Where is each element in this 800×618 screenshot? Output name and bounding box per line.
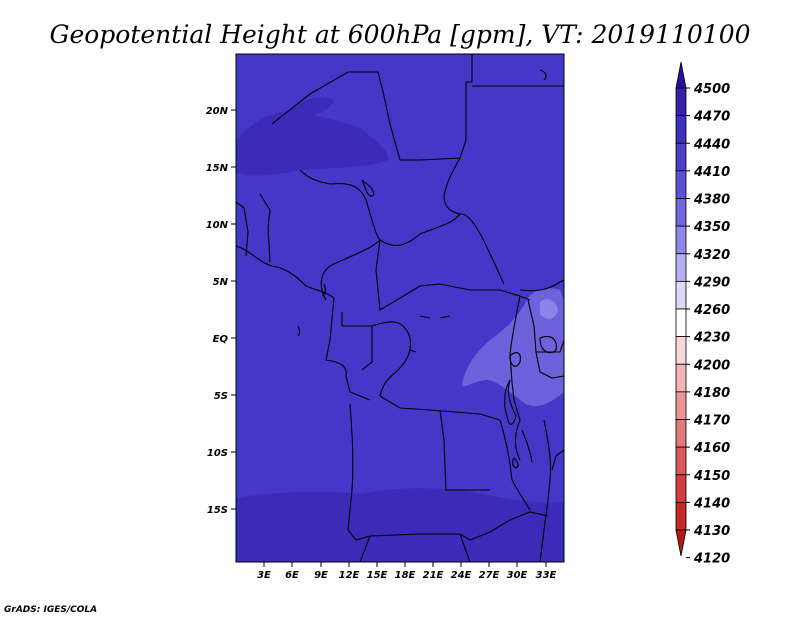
- country-borders: [235, 54, 565, 563]
- lon-label-15e: 15E: [367, 570, 388, 581]
- colorbar-label: 4170: [693, 414, 730, 429]
- lon-label-21e: 21E: [423, 570, 444, 581]
- colorbar-swatch: [675, 363, 687, 393]
- colorbar-label: 4320: [693, 248, 730, 263]
- lon-label-18e: 18E: [395, 570, 416, 581]
- colorbar-label: 4440: [693, 137, 730, 152]
- lon-label-6e: 6E: [285, 570, 299, 581]
- height-field-light-east: [462, 288, 564, 407]
- map-frame: [235, 53, 565, 563]
- lat-axis: 20N 15N 10N 5N EQ 5S 10S 15S: [206, 106, 236, 516]
- lat-label-5n: 5N: [213, 277, 229, 288]
- colorbar-label: 4200: [693, 358, 730, 373]
- colorbar-swatch: [675, 419, 687, 448]
- lon-axis: 3E 6E 9E 12E 15E 18E 21E 24E 27E 30E 33E: [257, 562, 557, 581]
- colorbar-label: 4180: [693, 386, 730, 401]
- colorbar-swatch: [675, 198, 687, 227]
- colorbar-label: 4230: [693, 331, 730, 346]
- lon-label-33e: 33E: [536, 570, 557, 581]
- colorbar-swatch: [675, 308, 687, 338]
- colorbar-swatch: [675, 336, 687, 365]
- lat-label-15s: 15S: [207, 505, 228, 516]
- colorbar-label: 4150: [693, 469, 730, 484]
- lon-label-30e: 30E: [507, 570, 528, 581]
- colorbar-label: 4410: [693, 165, 730, 180]
- grads-credit: GrADS: IGES/COLA: [4, 605, 97, 615]
- colorbar-swatch: [675, 142, 687, 172]
- colorbar-swatch: [675, 253, 687, 282]
- colorbar-label: 4160: [693, 441, 730, 456]
- lat-label-10n: 10N: [206, 220, 229, 231]
- colorbar-swatch: [675, 391, 687, 420]
- plot-title: Geopotential Height at 600hPa [gpm], VT:…: [49, 20, 750, 49]
- colorbar-swatch: [675, 529, 687, 557]
- colorbar: 4500 4470 4440 4410 4380 4350 4320 4290 4260 4230…: [675, 61, 730, 567]
- lon-label-12e: 12E: [339, 570, 360, 581]
- lat-label-15n: 15N: [206, 163, 229, 174]
- height-field-dark-north: [236, 111, 389, 176]
- colorbar-label: 4260: [693, 303, 730, 318]
- colorbar-swatch: [675, 501, 687, 531]
- lat-label-20n: 20N: [206, 106, 229, 117]
- lat-label-5s: 5S: [214, 391, 228, 402]
- height-field-dark-south: [236, 488, 564, 562]
- lon-label-3e: 3E: [257, 570, 271, 581]
- height-field-dark-north-2: [276, 97, 334, 124]
- lon-label-27e: 27E: [479, 570, 500, 581]
- colorbar-label: 4500: [693, 82, 730, 97]
- lon-label-24e: 24E: [451, 570, 472, 581]
- height-field-lighter-east: [540, 299, 558, 319]
- colorbar-swatch: [675, 474, 687, 503]
- colorbar-label: 4140: [693, 496, 730, 511]
- colorbar-swatch: [675, 170, 687, 199]
- lon-label-9e: 9E: [314, 570, 328, 581]
- colorbar-swatch: [675, 280, 687, 310]
- colorbar-swatch: [675, 115, 687, 144]
- lat-label-10s: 10S: [207, 448, 228, 459]
- colorbar-swatch: [675, 61, 687, 89]
- colorbar-label: 4120: [693, 552, 730, 567]
- colorbar-swatch: [675, 446, 687, 476]
- colorbar-label: 4290: [693, 275, 730, 290]
- colorbar-label: 4350: [693, 220, 730, 235]
- map-panel: 20N 15N 10N 5N EQ 5S 10S 15S 3E 6E 9E 12…: [206, 53, 565, 581]
- lat-label-eq: EQ: [213, 334, 229, 345]
- colorbar-swatch: [675, 87, 687, 117]
- colorbar-label: 4380: [693, 193, 730, 208]
- colorbar-label: 4470: [693, 110, 730, 125]
- colorbar-label: 4130: [693, 524, 730, 539]
- colorbar-swatch: [675, 225, 687, 255]
